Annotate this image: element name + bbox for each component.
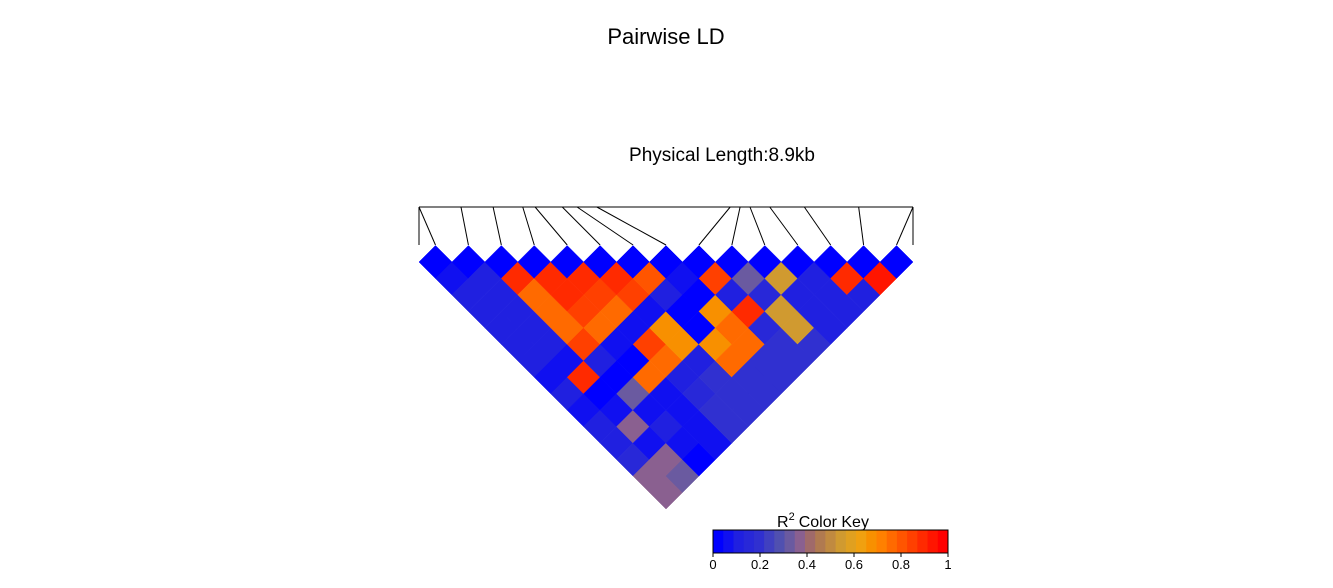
color-key-ticks: 0 0.2 0.4 0.6 0.8 1: [709, 553, 952, 572]
snp-map-line: [460, 206, 469, 246]
snp-map-line: [731, 206, 741, 246]
snp-position-map: [418, 206, 914, 246]
snp-map-line: [534, 206, 568, 246]
color-key-swatch: [896, 530, 908, 553]
color-key-swatch: [825, 530, 837, 553]
color-key-title: R2 Color Key: [777, 511, 869, 531]
snp-map-line: [896, 206, 914, 246]
snp-map-line: [418, 206, 436, 246]
color-key-swatch: [743, 530, 755, 553]
snp-map-line: [576, 206, 634, 246]
color-key: R2 Color Key 0 0.2 0.4 0.6 0.8 1: [709, 511, 951, 572]
color-key-swatch: [937, 530, 949, 553]
chart-subtitle: Physical Length:8.9kb: [629, 145, 815, 166]
color-key-swatch: [784, 530, 796, 553]
color-key-swatch: [866, 530, 877, 553]
color-key-swatch: [845, 530, 857, 553]
snp-map-line: [858, 206, 865, 246]
color-key-tick-label: 0: [709, 557, 716, 572]
color-key-superscript: 2: [789, 511, 795, 523]
color-key-swatch: [856, 530, 867, 553]
snp-map-line: [522, 206, 535, 246]
color-key-title-text: Color Key: [799, 514, 869, 531]
color-key-tick-label: 0.6: [845, 557, 863, 572]
color-key-swatch: [907, 530, 918, 553]
color-key-swatch: [815, 530, 826, 553]
color-key-swatch: [876, 530, 888, 553]
color-key-swatch: [794, 530, 806, 553]
color-key-swatch: [835, 530, 847, 553]
ld-cell: [879, 245, 914, 279]
color-key-tick-label: 0.8: [892, 557, 910, 572]
color-key-swatch: [753, 530, 765, 553]
color-key-swatch: [804, 530, 816, 553]
color-key-tick-label: 1: [944, 557, 951, 572]
snp-map-line: [803, 206, 832, 246]
snp-map-line: [769, 206, 799, 246]
color-key-swatch: [774, 530, 786, 553]
snp-map-line: [561, 206, 601, 246]
snp-map-line: [492, 206, 502, 246]
color-key-swatch: [927, 530, 939, 553]
chart-title: Pairwise LD: [607, 24, 724, 49]
color-key-swatch: [733, 530, 745, 553]
color-key-swatch: [886, 530, 898, 553]
color-key-tick-label: 0.4: [798, 557, 816, 572]
ld-heatmap-cells: [418, 245, 914, 510]
snp-map-line: [749, 206, 766, 246]
color-key-swatch: [723, 530, 734, 553]
color-key-tick-label: 0.2: [751, 557, 769, 572]
color-key-swatch: [764, 530, 775, 553]
color-key-bar: [712, 529, 949, 554]
snp-map-line: [596, 206, 667, 246]
color-key-swatch: [713, 530, 724, 553]
snp-map-line: [698, 206, 731, 246]
color-key-border: [712, 529, 949, 554]
color-key-r-label: R: [777, 514, 789, 531]
color-key-swatch: [917, 530, 929, 553]
